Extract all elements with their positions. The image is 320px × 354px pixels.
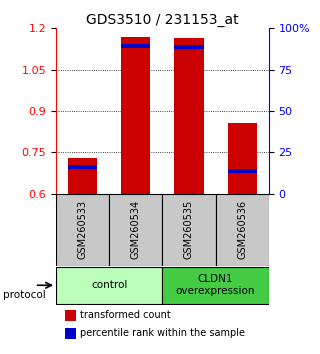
Text: GSM260533: GSM260533 [77, 200, 88, 259]
Bar [163, 194, 216, 266]
Text: GSM260536: GSM260536 [237, 200, 247, 259]
Bar [216, 194, 269, 266]
Text: percentile rank within the sample: percentile rank within the sample [80, 328, 245, 338]
Text: control: control [91, 280, 127, 290]
Bar [163, 267, 269, 304]
Bar [121, 44, 150, 47]
Bar [174, 45, 204, 49]
Bar [68, 165, 97, 169]
Title: GDS3510 / 231153_at: GDS3510 / 231153_at [86, 13, 239, 27]
Bar [109, 194, 162, 266]
Bar [68, 158, 97, 194]
Text: transformed count: transformed count [80, 310, 171, 320]
Text: GSM260535: GSM260535 [184, 200, 194, 259]
Text: protocol: protocol [3, 290, 46, 299]
Bar [121, 36, 150, 194]
Bar [65, 328, 76, 339]
Bar [56, 267, 163, 304]
Bar [174, 38, 204, 194]
Bar [228, 169, 257, 173]
Text: GSM260534: GSM260534 [131, 200, 141, 259]
Bar [65, 310, 76, 321]
Bar [56, 194, 109, 266]
Text: CLDN1
overexpression: CLDN1 overexpression [176, 274, 255, 296]
Bar [228, 123, 257, 194]
